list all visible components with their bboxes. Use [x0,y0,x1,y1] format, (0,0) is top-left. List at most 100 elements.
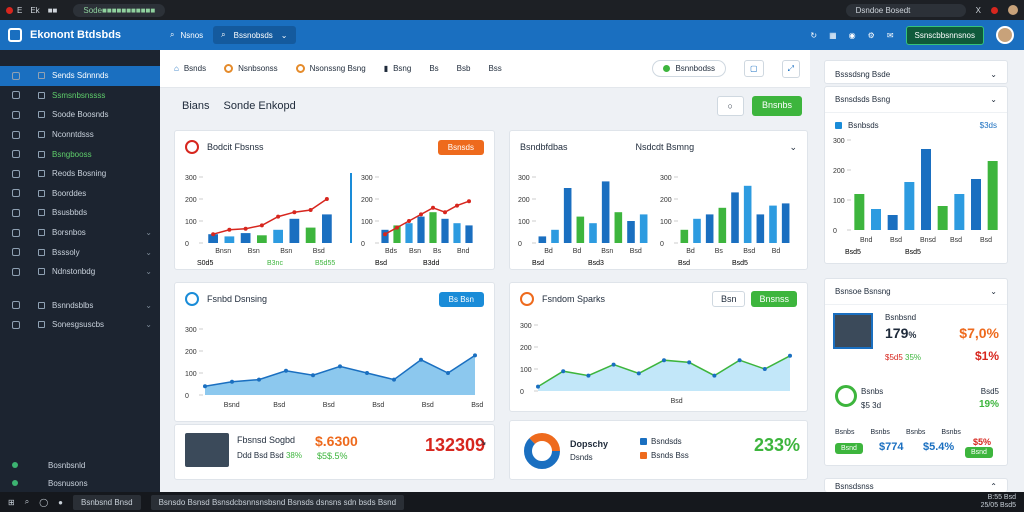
sidebar-item[interactable]: Boorddes [0,184,160,204]
sidebar-item[interactable]: Bsngbooss [0,144,160,164]
record-icon[interactable] [991,6,998,14]
bar [937,206,948,230]
chevron-down-icon: ⌄ [145,228,152,238]
avatar[interactable] [996,26,1014,44]
panel-header[interactable]: Bsnsdsds Bsng ⌄ [825,87,1007,113]
filter-dropdown[interactable]: ⌕ Bssnobsds ⌄ [213,26,296,44]
bar [305,227,316,243]
cta-button[interactable]: Ssnscbbsnnsnos [905,25,984,45]
x-sub-label: Bsd [678,260,690,267]
browser-tab[interactable]: Ek [30,6,39,15]
kpi-value: 179% [885,325,916,341]
sidebar-item[interactable]: Ssmsnbsnssss [0,86,160,106]
filter-button[interactable]: Bsn [711,291,746,307]
data-point [662,358,666,363]
browser-icon[interactable]: ● [58,497,63,507]
data-point [311,373,315,378]
chart-card-area: Fsnbd Dsnsing Bs Bsn 300 200 100 0 Bsnd Bsd Bs… [174,282,495,422]
tab-bs[interactable]: Bs [429,64,438,73]
kpi-button[interactable]: Bsnd [965,447,993,458]
panel-header[interactable]: Bsssdsng Bsde ⌄ [825,61,1007,87]
data-point [687,360,692,365]
avatar[interactable] [1008,5,1018,15]
bar [551,229,559,243]
sidebar-item[interactable]: Soode Boosnds [0,105,160,125]
mail-icon[interactable]: ✉ [886,30,894,40]
taskbar-app[interactable]: Bsnsdo Bsnsd Bsnsdcbsnnsnsbsnd Bsnsds ds… [150,494,405,510]
kpi-value: $5.4% [923,441,955,453]
data-point [227,227,232,232]
kpi-button[interactable]: Bsnd [835,443,863,454]
sidebar-item[interactable]: Bsusbbds [0,203,160,223]
tab-label: ■■ [47,5,58,15]
y-tick-label: 0 [833,228,837,235]
search-toggle[interactable]: ⌕ Nsnos [170,30,203,40]
settings-icon[interactable]: ⚙ [867,30,875,40]
nav-box-icon [38,91,45,99]
status-chip[interactable]: Bsnnbodss [652,60,727,77]
panel-header[interactable]: Bsnsdsnss ⌃ [825,479,1007,493]
browser-tab[interactable]: E [6,6,22,15]
copy-button[interactable]: ▢ [744,60,764,77]
primary-button[interactable]: Bnsnbs [751,96,802,116]
panel-header[interactable]: Bsnsoe Bsnsng ⌄ [825,279,1007,305]
x-tick-label: Bsd [890,237,902,244]
taskbar-app[interactable]: Bsnbsnd Bnsd [72,494,141,510]
bell-icon[interactable]: ◉ [848,30,856,40]
chevron-down-icon: ⌄ [145,247,152,257]
nav-icon [12,301,20,310]
tab-bsng[interactable]: ▮ Bsng [384,64,412,73]
x-tick-label: Bsd [950,237,962,244]
bar [589,223,597,243]
windows-icon[interactable]: ⊞ [8,497,15,507]
address-bar[interactable]: Sode■■■■■■■■■■■ [73,3,166,17]
search-icon[interactable]: ⌕ [24,497,30,506]
card-action-button[interactable]: Bnsnss [751,291,797,307]
data-point [276,214,281,219]
sidebar-item[interactable]: Sonesgsuscbs ⌄ [0,315,160,335]
sidebar-item[interactable]: Reods Bosning [0,164,160,184]
chevron-down-icon: ⌄ [145,320,152,330]
data-point [431,205,435,210]
x-tick-label: Bd [573,248,582,255]
footer-label: Bosnusons [48,478,88,488]
sidebar-item[interactable]: Bsnndsblbs ⌄ [0,296,160,316]
sidebar-item-label: Ndnstonbdg [52,267,96,277]
card-action-button[interactable]: Bs Bsn [438,291,484,307]
clock[interactable]: B:55 Bsd 25/05 Bsd5 [981,494,1016,510]
browser-tab[interactable]: ■■ [48,6,58,15]
legend-label: Bsnbsds [848,121,879,130]
nav-icon [12,91,20,100]
sidebar-footer-item[interactable]: Bosnusons [0,474,160,492]
card-action-button[interactable]: Bsnsds [437,139,484,155]
grid-icon[interactable]: ▦ [829,30,837,40]
kpi-card-person: Fbsnsd Sogbd Ddd Bsd Bsd 38% $.6300 $5$.… [174,424,495,480]
card-title: Dopschy [570,439,609,449]
nav-icon [12,169,20,178]
tab-nsnbsonss[interactable]: Nsnbsonss [224,64,278,73]
kpi-value: $.6300 [315,433,358,449]
refresh-icon[interactable]: ↻ [810,30,818,40]
sidebar-item[interactable]: Sends Sdnnnds [0,66,160,86]
sidebar-item[interactable]: Borsnbos ⌄ [0,223,160,243]
tab-bss[interactable]: Bss [488,64,501,73]
sidebar-item[interactable]: Bsssoly ⌄ [0,242,160,262]
chevron-down-icon[interactable]: ⌄ [789,141,797,152]
sidebar-item[interactable]: Nconntdsss [0,125,160,145]
tab-nsonssng[interactable]: Nsonssng Bsng [295,64,366,73]
brand[interactable]: Ekonont Btdsbds [0,20,160,50]
x-tick-label: Bnsd [920,237,936,244]
tab-bsb[interactable]: Bsb [457,64,471,73]
expand-button[interactable]: ⤢ [781,59,800,78]
area-fill [538,355,790,391]
tab-bsnds[interactable]: ⌂ Bsnds [174,64,206,73]
nav-box-icon [38,111,45,119]
options-button[interactable]: ○ [716,96,744,116]
sidebar-item[interactable]: Ndnstonbdg ⌄ [0,262,160,282]
profile-chip[interactable]: Dsndoe Bosedt [845,3,966,17]
taskview-icon[interactable]: ◯ [39,497,49,507]
sidebar-footer-item[interactable]: Bosnbsnld [0,456,160,474]
close-icon[interactable]: X [975,5,981,15]
x-tick-label: Bsn [601,248,613,255]
chart-card-bars: Bsndbfdbas Nsdcdt Bsmng ⌄ 300 200 100 0 Bd Bd… [509,130,808,270]
